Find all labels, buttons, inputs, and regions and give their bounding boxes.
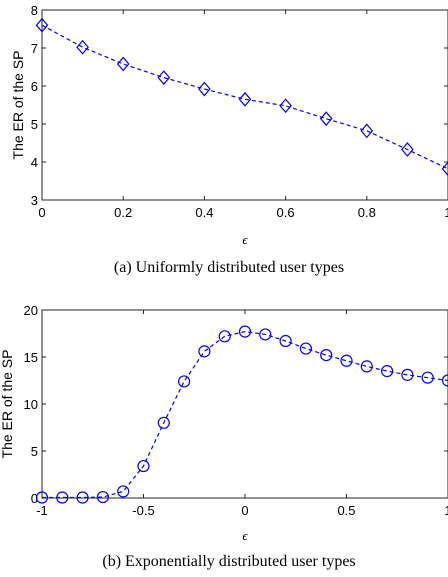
chart-b-xlabel: ϵ [242, 528, 248, 543]
x-tick-label: 0 [38, 205, 45, 220]
chart-b-ticks: -1-0.500.5105101520 [24, 303, 448, 518]
chart-b-plot-area [41, 309, 448, 499]
y-tick-label: 3 [31, 193, 38, 208]
data-point [421, 371, 434, 384]
data-point [198, 81, 211, 97]
data-point [360, 360, 373, 373]
data-point [157, 70, 171, 86]
chart-b-caption: (b) Exponentially distributed user types [102, 553, 355, 570]
x-tick-label: 0.2 [114, 205, 132, 220]
data-point [441, 374, 448, 387]
data-point [441, 161, 448, 177]
data-point [178, 375, 191, 388]
y-tick-label: 6 [31, 79, 38, 94]
data-point [76, 491, 89, 504]
data-point [76, 39, 89, 55]
data-point [218, 330, 231, 343]
data-point [340, 354, 353, 367]
chart-b: -1-0.500.5105101520 The ER of the SP ϵ (… [0, 303, 448, 570]
data-point [117, 485, 130, 498]
x-tick-label: 0 [241, 503, 248, 518]
data-point [35, 491, 49, 504]
y-tick-label: 5 [31, 444, 38, 459]
series-line [41, 24, 448, 170]
data-point [401, 368, 414, 381]
y-tick-label: 4 [31, 155, 38, 170]
data-point [319, 111, 333, 127]
data-point [360, 123, 374, 139]
x-tick-label: -0.5 [132, 503, 154, 518]
data-point [157, 416, 170, 429]
data-point [238, 325, 252, 338]
chart-b-series [35, 325, 448, 504]
data-point [116, 56, 130, 72]
chart-a-ticks: 0 0.2 0.4 0.6 0.8 1 3 4 5 6 7 8 [31, 3, 448, 220]
chart-a-series [35, 17, 448, 177]
data-point [137, 459, 150, 473]
chart-a-ylabel: The ER of the SP [10, 51, 26, 160]
y-tick-label: 10 [24, 397, 38, 412]
y-tick-label: 15 [24, 350, 38, 365]
x-tick-label: 1 [444, 503, 448, 518]
data-point [299, 342, 312, 355]
chart-a-caption: (a) Uniformly distributed user types [114, 259, 344, 276]
y-tick-label: 0 [31, 491, 38, 506]
data-point [401, 142, 414, 157]
series-line [42, 330, 448, 499]
data-point [56, 491, 69, 504]
x-tick-label: 1 [444, 205, 448, 220]
data-point [279, 334, 292, 348]
data-point [279, 98, 292, 114]
y-tick-label: 8 [31, 3, 38, 18]
data-point [238, 91, 252, 107]
chart-a: 00.20.40.60.81345678 The ER of the SP ϵ … [10, 3, 448, 276]
chart-a-xlabel: ϵ [242, 232, 248, 247]
data-point [35, 17, 49, 33]
data-point [320, 349, 333, 362]
y-tick-label: 5 [31, 117, 38, 132]
chart-b-ylabel: The ER of the SP [0, 350, 15, 459]
data-point [96, 490, 110, 504]
x-tick-label: 0.6 [277, 205, 295, 220]
y-tick-label: 20 [24, 303, 38, 318]
x-tick-label: 0.5 [337, 503, 355, 518]
x-tick-label: 0.4 [195, 205, 213, 220]
x-tick-label: 0.8 [358, 205, 376, 220]
data-point [381, 365, 394, 378]
y-tick-label: 7 [31, 41, 38, 56]
x-tick-label: -1 [36, 503, 48, 518]
data-point [198, 345, 211, 358]
data-point [259, 328, 272, 341]
